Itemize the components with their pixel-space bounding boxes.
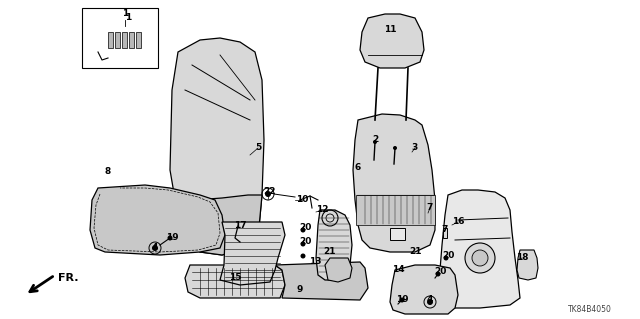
Text: 19: 19 [396, 295, 408, 305]
Circle shape [168, 235, 173, 241]
Text: 22: 22 [264, 188, 276, 197]
Polygon shape [136, 32, 141, 48]
Text: 3: 3 [412, 144, 418, 152]
Polygon shape [82, 8, 158, 68]
Text: 20: 20 [434, 268, 446, 277]
Circle shape [444, 256, 449, 261]
Polygon shape [390, 228, 405, 240]
Text: 19: 19 [166, 234, 179, 242]
Circle shape [472, 250, 488, 266]
Polygon shape [316, 210, 352, 280]
Text: 8: 8 [105, 167, 111, 176]
Polygon shape [325, 258, 352, 282]
Text: 10: 10 [296, 196, 308, 204]
Polygon shape [115, 32, 120, 48]
Circle shape [427, 299, 433, 305]
Text: 21: 21 [324, 248, 336, 256]
Text: 18: 18 [516, 254, 528, 263]
Circle shape [265, 191, 271, 197]
Text: 17: 17 [234, 220, 246, 229]
Text: 6: 6 [355, 164, 361, 173]
Polygon shape [353, 114, 435, 252]
Polygon shape [517, 250, 538, 280]
Circle shape [301, 241, 305, 247]
Polygon shape [443, 228, 447, 238]
Polygon shape [108, 32, 113, 48]
Circle shape [373, 140, 377, 144]
Text: 7: 7 [427, 204, 433, 212]
Circle shape [399, 298, 404, 302]
Circle shape [465, 243, 495, 273]
Polygon shape [428, 208, 432, 218]
Text: 9: 9 [297, 286, 303, 294]
Polygon shape [129, 32, 134, 48]
Polygon shape [90, 185, 225, 255]
Text: 4: 4 [427, 295, 433, 305]
Text: 20: 20 [299, 224, 311, 233]
Text: 14: 14 [392, 265, 404, 275]
Polygon shape [356, 195, 435, 225]
Polygon shape [185, 265, 285, 298]
Text: 12: 12 [316, 205, 328, 214]
Polygon shape [170, 38, 264, 255]
Text: 13: 13 [308, 257, 321, 266]
Circle shape [152, 245, 158, 251]
Text: 2: 2 [372, 136, 378, 145]
Circle shape [435, 271, 440, 277]
Text: 15: 15 [228, 273, 241, 283]
Text: TK84B4050: TK84B4050 [568, 306, 612, 315]
Polygon shape [220, 222, 285, 285]
Polygon shape [122, 32, 127, 48]
Text: 5: 5 [255, 144, 261, 152]
Text: 4: 4 [152, 243, 158, 253]
Text: 21: 21 [409, 248, 421, 256]
Polygon shape [275, 262, 368, 300]
Text: FR.: FR. [58, 273, 79, 283]
Polygon shape [182, 195, 262, 255]
Text: 20: 20 [442, 250, 454, 259]
Text: 7: 7 [442, 226, 448, 234]
Text: 20: 20 [299, 238, 311, 247]
Polygon shape [360, 14, 424, 68]
Text: 1: 1 [122, 10, 128, 19]
Text: 11: 11 [384, 26, 396, 34]
Circle shape [393, 146, 397, 150]
Text: 1: 1 [125, 13, 131, 23]
Circle shape [301, 227, 305, 233]
Circle shape [301, 254, 305, 258]
Polygon shape [438, 190, 520, 308]
Text: 16: 16 [452, 218, 464, 226]
Polygon shape [390, 265, 458, 314]
